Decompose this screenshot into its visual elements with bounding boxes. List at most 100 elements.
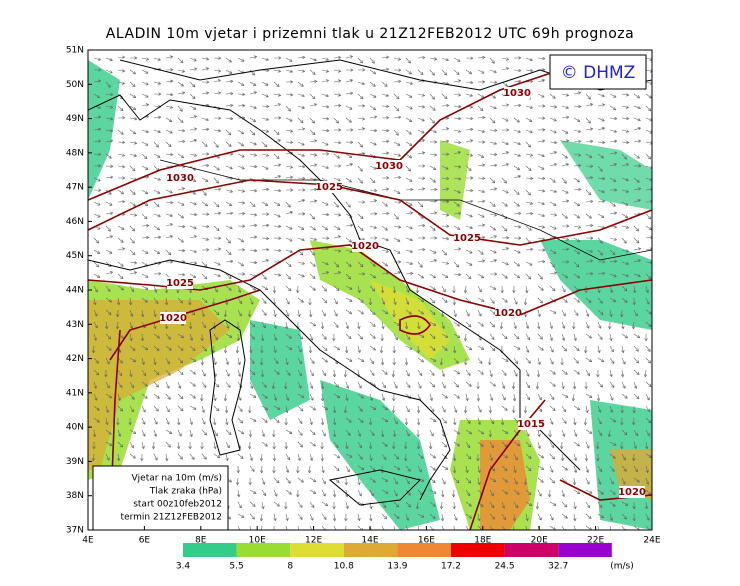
wind-arrow [333, 201, 339, 208]
wind-arrow [345, 237, 352, 243]
wind-arrow [333, 381, 339, 388]
wind-arrow [297, 525, 299, 530]
wind-arrow [597, 213, 605, 218]
wind-arrow [441, 69, 448, 76]
wind-arrow [309, 453, 314, 461]
wind-arrow [393, 200, 402, 204]
wind-arrow [513, 141, 521, 146]
wind-arrow [501, 405, 508, 411]
wind-arrow [645, 357, 652, 364]
wind-arrow [441, 369, 446, 377]
colorbar-segment [397, 543, 451, 557]
wind-arrow [153, 429, 158, 437]
wind-arrow [321, 285, 327, 292]
wind-arrow [261, 81, 269, 86]
wind-arrow [537, 393, 542, 401]
wind-arrow [477, 115, 486, 120]
wind-arrow [621, 429, 628, 436]
wind-arrow [585, 297, 592, 303]
wind-arrow [429, 429, 434, 437]
wind-arrow [309, 225, 316, 231]
wind-arrow [345, 309, 353, 315]
wind-arrow [393, 105, 400, 112]
wind-arrow [439, 501, 444, 510]
wind-arrow [381, 513, 388, 520]
wind-arrow [417, 321, 421, 330]
wind-arrow [441, 93, 448, 100]
wind-arrow [597, 333, 603, 340]
wind-arrow [584, 381, 588, 390]
wind-arrow [525, 176, 534, 181]
wind-arrow [321, 369, 327, 377]
wind-arrow [597, 309, 604, 315]
wind-arrow [213, 405, 220, 412]
wind-arrow [573, 261, 580, 268]
wind-arrow [129, 213, 138, 217]
wind-arrow [237, 369, 242, 377]
wind-arrow [631, 321, 636, 330]
wind-arrow [273, 56, 282, 60]
wind-arrow [153, 357, 157, 366]
wind-arrow [573, 187, 582, 192]
isobar-label-bg [495, 307, 521, 319]
wind-arrow [357, 285, 361, 293]
wind-arrow [561, 525, 566, 530]
wind-arrow [465, 69, 473, 75]
wind-arrow [609, 116, 618, 121]
wind-arrow [417, 223, 426, 228]
wind-arrow [249, 501, 256, 507]
wind-arrow [105, 117, 114, 121]
wind-arrow [153, 141, 159, 148]
wind-arrow [91, 345, 96, 354]
wind-arrow [248, 441, 252, 450]
wind-arrow [549, 513, 554, 521]
wind-arrow [344, 513, 348, 522]
wind-arrow [585, 213, 592, 219]
wind-arrow [320, 441, 324, 450]
wind-arrow [309, 117, 315, 124]
wind-arrow [261, 93, 269, 98]
wind-arrow [165, 249, 172, 256]
wind-arrow [129, 333, 133, 342]
wind-arrow [345, 79, 353, 83]
wind-arrow [405, 93, 413, 98]
wind-arrow [237, 189, 246, 193]
wind-arrow [249, 141, 257, 146]
wind-arrow [357, 225, 364, 231]
wind-arrow [165, 55, 174, 59]
wind-arrow [441, 224, 450, 228]
wind-arrow [501, 465, 508, 472]
wind-arrow [645, 321, 652, 327]
wind-arrow [272, 285, 277, 294]
wind-arrow [488, 405, 493, 414]
wind-arrow [392, 285, 397, 294]
isobar-label-bg [504, 87, 530, 99]
wind-arrow [236, 333, 241, 342]
wind-arrow [561, 465, 568, 471]
wind-arrow [439, 357, 444, 366]
lon-label: 20E [531, 536, 548, 546]
wind-arrow [105, 441, 113, 446]
isobar-label-bg [454, 232, 480, 244]
wind-arrow [248, 477, 252, 486]
wind-arrow [249, 345, 253, 354]
wind-arrow [393, 237, 401, 242]
wind-arrow [309, 163, 318, 167]
wind-arrow [129, 93, 137, 99]
wind-arrow [273, 309, 277, 318]
wind-arrow [165, 393, 171, 400]
wind-arrow [105, 129, 114, 133]
wind-arrow [321, 105, 330, 109]
wind-arrow [105, 249, 113, 254]
wind-arrow [273, 369, 280, 375]
wind-arrow [392, 357, 396, 366]
wind-arrow [225, 417, 229, 426]
wind-arrow [501, 333, 508, 340]
wind-arrow [309, 153, 318, 157]
wind-arrow [417, 513, 425, 518]
wind-arrow [393, 453, 400, 460]
wind-arrow [524, 309, 528, 318]
wind-arrow [261, 201, 269, 207]
wind-arrow [489, 501, 495, 509]
wind-arrow [177, 81, 184, 87]
